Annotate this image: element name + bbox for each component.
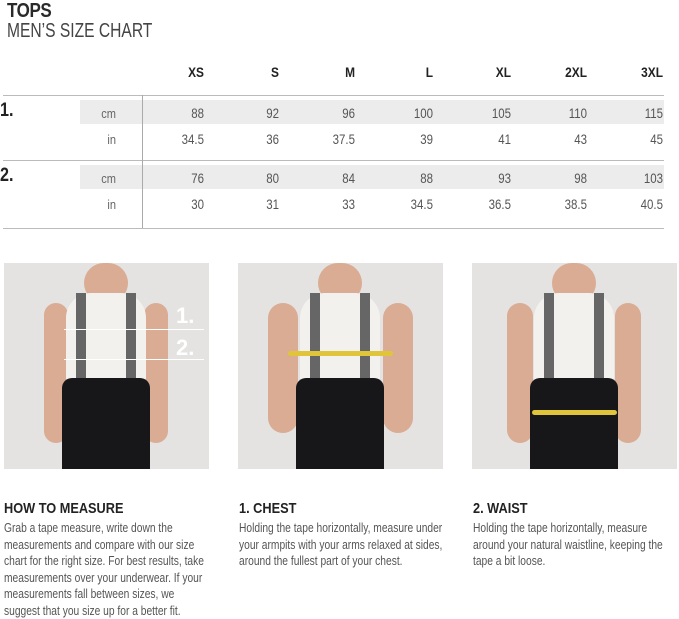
table-cell: 45 <box>650 132 663 147</box>
unit-label: in <box>107 132 116 147</box>
size-header: 2XL <box>565 64 587 80</box>
table-cell: 110 <box>568 106 587 121</box>
chest-marker: 1. <box>176 303 195 328</box>
table-cell: 36 <box>266 132 279 147</box>
size-header: 3XL <box>641 64 663 80</box>
table-cell: 93 <box>498 171 511 186</box>
unit-label: in <box>107 197 116 212</box>
page-subtitle: MEN’S SIZE CHART <box>7 20 153 42</box>
table-cell: 96 <box>342 106 355 121</box>
group-label: 2. <box>0 165 14 186</box>
table-cell: 103 <box>643 171 663 186</box>
table-cell: 36.5 <box>488 197 511 212</box>
waist-heading: 2. WAIST <box>473 500 528 517</box>
waist-marker: 2. <box>176 335 195 360</box>
table-cell: 84 <box>342 171 355 186</box>
size-header: L <box>425 64 433 80</box>
divider <box>3 228 664 229</box>
divider <box>3 160 664 161</box>
row-band <box>80 165 664 189</box>
unit-label: cm <box>101 171 116 186</box>
table-cell: 38.5 <box>564 197 587 212</box>
how-to-measure-heading: HOW TO MEASURE <box>4 500 124 517</box>
how-to-measure-text: Grab a tape measure, write down the meas… <box>4 521 204 618</box>
size-header: M <box>345 64 355 80</box>
table-cell: 115 <box>644 106 663 121</box>
table-cell: 30 <box>191 197 204 212</box>
table-cell: 41 <box>498 132 511 147</box>
chest-heading: 1. CHEST <box>239 500 297 517</box>
table-cell: 98 <box>574 171 587 186</box>
table-cell: 76 <box>191 171 204 186</box>
table-cell: 105 <box>491 106 511 121</box>
photo-chest-measure <box>238 263 443 469</box>
table-cell: 100 <box>413 106 433 121</box>
photo-waist-measure <box>472 263 677 469</box>
table-cell: 31 <box>266 197 279 212</box>
table-cell: 34.5 <box>181 132 204 147</box>
photo-front-measure-lines: 1. 2. <box>4 263 209 469</box>
group-label: 1. <box>0 100 14 121</box>
table-cell: 88 <box>191 106 204 121</box>
table-cell: 39 <box>420 132 433 147</box>
chest-text: Holding the tape horizontally, measure u… <box>239 521 443 568</box>
table-cell: 33 <box>342 197 355 212</box>
unit-label: cm <box>101 106 116 121</box>
table-cell: 88 <box>420 171 433 186</box>
column-divider <box>142 95 143 228</box>
table-cell: 43 <box>574 132 587 147</box>
size-header: XS <box>188 64 204 80</box>
row-band <box>80 100 664 124</box>
table-cell: 40.5 <box>640 197 663 212</box>
size-header: XL <box>495 64 511 80</box>
table-cell: 34.5 <box>410 197 433 212</box>
table-cell: 92 <box>266 106 279 121</box>
waist-text: Holding the tape horizontally, measure a… <box>473 521 663 568</box>
table-cell: 37.5 <box>332 132 355 147</box>
size-header: S <box>271 64 279 80</box>
page-title: TOPS <box>7 0 52 22</box>
divider <box>3 95 664 96</box>
table-cell: 80 <box>266 171 279 186</box>
